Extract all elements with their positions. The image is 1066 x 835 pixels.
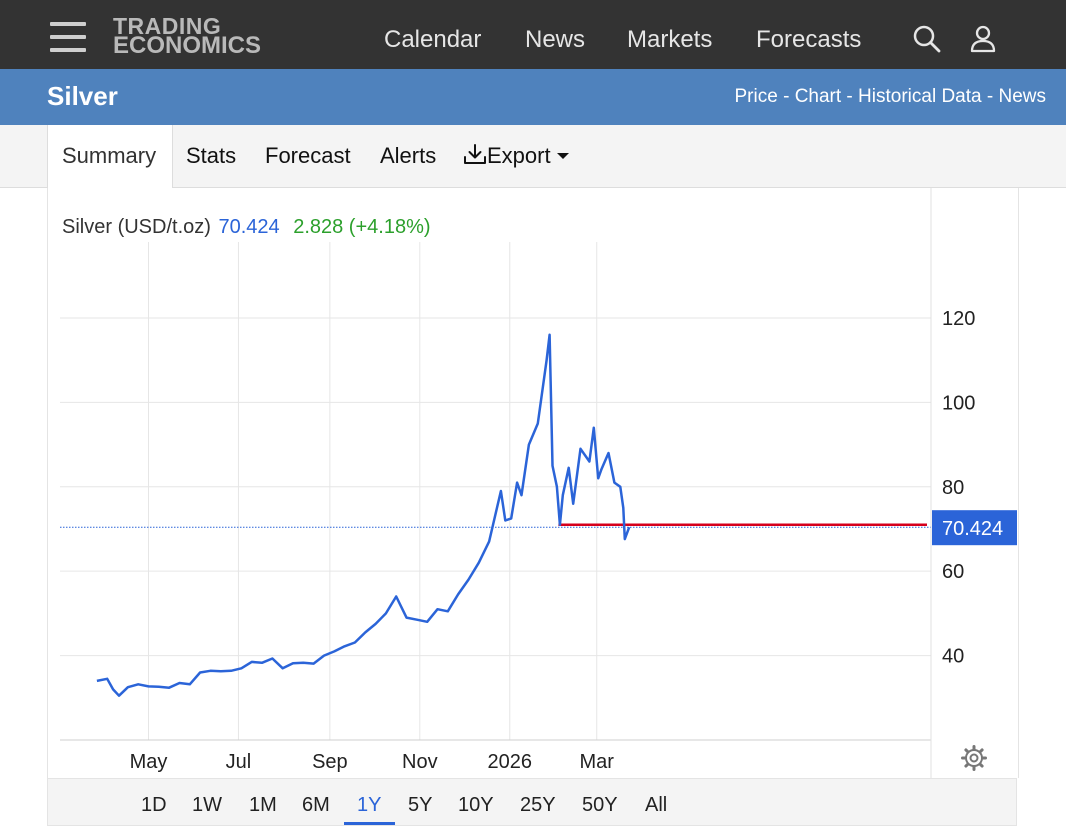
last-price: 70.424 <box>218 216 280 238</box>
link-historical-data[interactable]: Historical Data <box>858 86 982 107</box>
range-25y[interactable]: 25Y <box>520 794 556 816</box>
page-title: Silver <box>47 81 118 111</box>
separator: - <box>841 86 859 107</box>
link-price[interactable]: Price <box>734 86 778 107</box>
y-tick-label: 40 <box>942 646 964 668</box>
tab-active-background <box>47 125 173 188</box>
quote-header: Silver (USD/t.oz) 70.424 2.828 (+4.18%) <box>62 216 431 239</box>
caret-down-icon <box>556 153 569 159</box>
tab-summary[interactable]: Summary <box>62 143 157 168</box>
x-tick-label: May <box>130 751 168 773</box>
range-50y[interactable]: 50Y <box>582 794 618 816</box>
logo-line-2: ECONOMICS <box>113 32 262 59</box>
y-tick-label: 120 <box>942 308 975 330</box>
nav-markets[interactable]: Markets <box>627 26 713 53</box>
instrument-name: Silver (USD/t.oz) <box>62 216 211 238</box>
last-value-box <box>932 510 1017 546</box>
y-tick-label: 60 <box>942 561 964 583</box>
x-tick-label: 2026 <box>488 751 533 773</box>
y-tick-label: 100 <box>942 392 975 414</box>
range-selector <box>47 778 1017 826</box>
silver-price-line <box>96 333 631 697</box>
x-tick-label: Nov <box>402 751 438 773</box>
nav-forecasts[interactable]: Forecasts <box>756 26 862 53</box>
last-value-label: 70.424 <box>932 510 1017 546</box>
download-icon <box>464 144 486 164</box>
settings-icon[interactable] <box>961 745 987 771</box>
separator: - <box>981 86 999 107</box>
user-icon[interactable] <box>968 24 998 54</box>
nav-news[interactable]: News <box>525 26 586 53</box>
chart-grid <box>60 242 931 740</box>
tab-alerts[interactable]: Alerts <box>380 143 437 168</box>
range-1y[interactable]: 1Y <box>357 794 382 816</box>
tab-bar <box>0 125 1066 188</box>
search-icon[interactable] <box>912 24 942 54</box>
last-value-text: 70.424 <box>942 518 1003 540</box>
link-chart[interactable]: Chart <box>794 86 842 107</box>
tab-forecast[interactable]: Forecast <box>265 143 351 168</box>
series-line <box>96 333 631 697</box>
price-change: 2.828 (+4.18%) <box>293 216 431 238</box>
range-10y[interactable]: 10Y <box>458 794 494 816</box>
range-1w[interactable]: 1W <box>192 794 222 816</box>
x-tick-label: Jul <box>226 751 252 773</box>
nav-calendar[interactable]: Calendar <box>384 26 482 53</box>
separator: - <box>777 86 795 107</box>
section-links: Price - Chart - Historical Data - News <box>735 86 1047 108</box>
title-bar <box>0 69 1066 125</box>
chart-frame <box>47 188 1019 778</box>
range-all[interactable]: All <box>645 794 668 816</box>
menu-icon[interactable] <box>50 22 86 52</box>
link-news[interactable]: News <box>998 86 1046 107</box>
chart-axes: 40 60 80 100 120 May Jul Sep Nov 2026 Mar <box>60 188 975 778</box>
site-logo[interactable]: TRADING ECONOMICS <box>113 13 262 59</box>
range-1d[interactable]: 1D <box>141 794 167 816</box>
tab-export[interactable]: Export <box>463 143 569 169</box>
range-6m[interactable]: 6M <box>302 794 330 816</box>
range-5y[interactable]: 5Y <box>408 794 433 816</box>
top-header <box>0 0 1066 69</box>
active-range-indicator <box>344 822 395 825</box>
tab-stats[interactable]: Stats <box>186 143 237 168</box>
x-tick-label: Sep <box>312 751 348 773</box>
y-tick-label: 80 <box>942 477 964 499</box>
range-1m[interactable]: 1M <box>249 794 277 816</box>
x-tick-label: Mar <box>580 751 615 773</box>
logo-line-1: TRADING <box>113 13 222 39</box>
export-label: Export <box>487 143 551 168</box>
